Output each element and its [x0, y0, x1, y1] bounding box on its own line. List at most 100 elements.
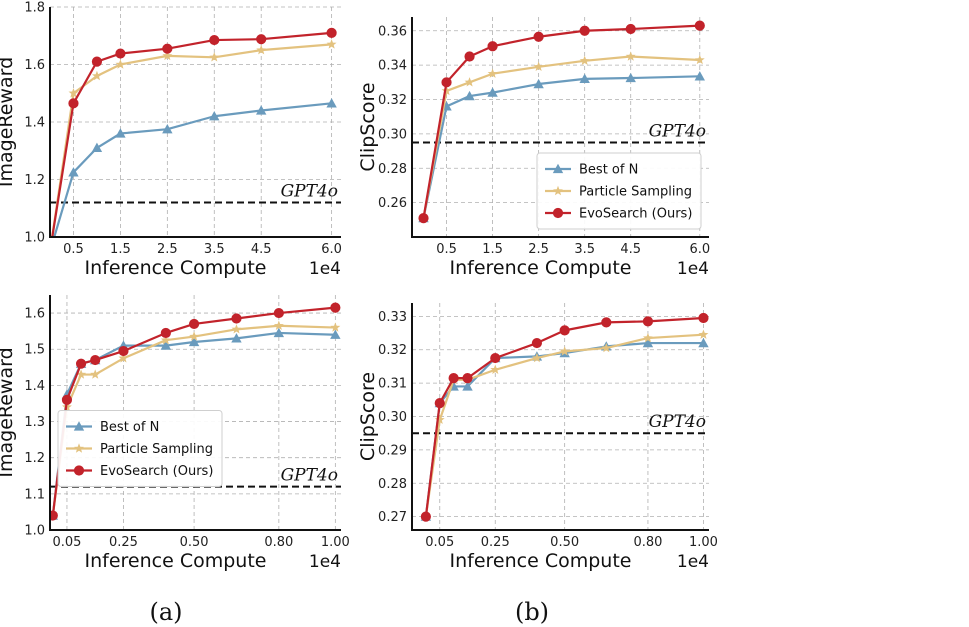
- gpt4o-baseline-label: GPT4o: [281, 466, 338, 486]
- series-line-evo: [51, 31, 332, 237]
- series-line-particle: [424, 333, 704, 517]
- data-point-particle: [487, 68, 498, 78]
- legend-marker-evo: [552, 207, 564, 219]
- data-point-best: [115, 128, 126, 138]
- data-point-particle: [189, 331, 200, 341]
- x-tick-label: 0.5: [436, 242, 457, 257]
- x-tick-label: 1.00: [689, 535, 718, 550]
- y-tick-label: 0.28: [378, 162, 407, 177]
- data-point-evo: [273, 307, 284, 319]
- y-axis-label: ClipScore: [357, 82, 379, 171]
- data-point-evo: [579, 25, 590, 36]
- x-tick-label: 0.25: [109, 535, 138, 550]
- data-point-particle: [118, 353, 129, 363]
- data-point-evo: [326, 27, 337, 38]
- x-tick-label: 0.80: [633, 535, 662, 550]
- y-tick-label: 1.5: [24, 343, 45, 358]
- data-point-particle: [326, 39, 337, 49]
- data-point-evo: [448, 373, 459, 384]
- data-point-particle: [115, 59, 126, 69]
- x-tick-label: 4.5: [251, 242, 272, 257]
- data-point-evo: [91, 56, 103, 67]
- data-point-evo: [45, 247, 54, 256]
- y-tick-label: 0.27: [378, 510, 407, 525]
- gpt4o-baseline-label: GPT4o: [649, 412, 706, 432]
- data-point-evo: [694, 20, 705, 31]
- data-point-best: [698, 337, 709, 348]
- data-point-evo: [188, 318, 200, 330]
- x-tick-label: 0.05: [52, 535, 81, 550]
- y-tick-label: 1.6: [24, 307, 45, 322]
- data-point-evo: [464, 51, 475, 62]
- chart-panel-1: GPT4o 0.5 1.5 2.5 3.5 4.5 6.0 1.0 1.2 1.4 1.6 1.8 In…: [0, 1, 342, 280]
- legend: Best of N Particle Sampling EvoSearch (Our…: [536, 152, 702, 230]
- y-tick-label: 1.4: [24, 379, 45, 394]
- series-line-evo: [422, 24, 700, 219]
- data-point-best: [464, 90, 475, 101]
- legend-label-best: Best of N: [579, 163, 638, 178]
- data-point-best: [694, 71, 705, 81]
- data-point-evo: [75, 358, 87, 369]
- data-point-best: [188, 336, 200, 347]
- data-point-particle: [256, 44, 267, 55]
- data-point-evo: [434, 398, 445, 409]
- legend-label-evo: EvoSearch (Ours): [100, 464, 213, 479]
- series-line-particle: [51, 324, 336, 516]
- data-point-best: [45, 246, 55, 255]
- data-point-particle: [533, 61, 544, 72]
- series-line-particle: [51, 43, 332, 237]
- series-line-evo: [424, 316, 704, 517]
- x-axis-label: Inference Compute: [85, 257, 267, 279]
- data-point-best: [91, 142, 103, 153]
- y-tick-label: 0.30: [378, 127, 407, 142]
- series-group: [50, 302, 341, 521]
- data-point-particle: [698, 329, 709, 339]
- legend-marker-best: [552, 163, 564, 174]
- data-point-best: [209, 111, 220, 121]
- data-point-best: [256, 105, 267, 115]
- data-point-best: [273, 327, 285, 338]
- x-tick-label: 1.00: [321, 535, 350, 550]
- data-point-particle: [601, 342, 612, 353]
- legend-marker-particle: [553, 185, 563, 196]
- y-tick-label: 0.31: [378, 377, 407, 392]
- y-tick-label: 1.4: [24, 116, 45, 131]
- data-point-particle: [68, 88, 79, 98]
- data-point-evo: [601, 317, 612, 328]
- data-point-particle: [464, 77, 475, 87]
- y-tick-label: 0.34: [378, 59, 407, 74]
- x-tick-label: 3.5: [204, 242, 225, 257]
- x-tick-label: 0.80: [264, 535, 293, 550]
- data-point-particle: [91, 70, 102, 81]
- y-tick-label: 1.2: [24, 173, 45, 188]
- series-line-evo: [51, 306, 336, 516]
- y-tick-label: 0.32: [378, 93, 407, 108]
- y-tick-label: 0.29: [378, 443, 407, 458]
- data-point-best: [160, 340, 172, 350]
- legend: Best of N Particle Sampling EvoSearch (Our…: [57, 410, 223, 487]
- y-tick-label: 0.30: [378, 410, 407, 425]
- data-point-evo: [642, 316, 654, 327]
- data-point-evo: [698, 312, 709, 324]
- data-point-particle: [273, 320, 284, 330]
- data-point-evo: [462, 373, 473, 384]
- y-tick-label: 0.28: [378, 477, 407, 492]
- data-point-particle: [434, 414, 445, 425]
- chart-panel-4: GPT4o 0.05 0.25 0.50 0.80 1.00 0.27 0.28 0.29 0.3…: [357, 303, 718, 572]
- data-point-evo: [209, 34, 220, 46]
- y-tick-label: 1.2: [24, 451, 45, 466]
- y-tick-label: 0.36: [378, 24, 407, 39]
- legend-marker-evo: [73, 465, 85, 476]
- data-point-particle: [45, 246, 55, 255]
- x-tick-label: 0.25: [481, 535, 510, 550]
- x-axis-label: Inference Compute: [450, 550, 632, 572]
- x-tick-label: 4.5: [620, 242, 641, 257]
- x-axis-label: Inference Compute: [450, 257, 632, 279]
- data-point-evo: [68, 98, 79, 109]
- x-axis-label: Inference Compute: [85, 550, 267, 572]
- x-tick-label: 2.5: [528, 242, 549, 257]
- data-point-evo: [487, 41, 498, 52]
- chart-panel-2: GPT4o 0.5 1.5 2.5 3.5 4.5 6.0 0.26 0.28 0.30 0.32 0…: [357, 17, 710, 279]
- data-point-evo: [533, 31, 544, 42]
- series-line-best: [53, 102, 332, 237]
